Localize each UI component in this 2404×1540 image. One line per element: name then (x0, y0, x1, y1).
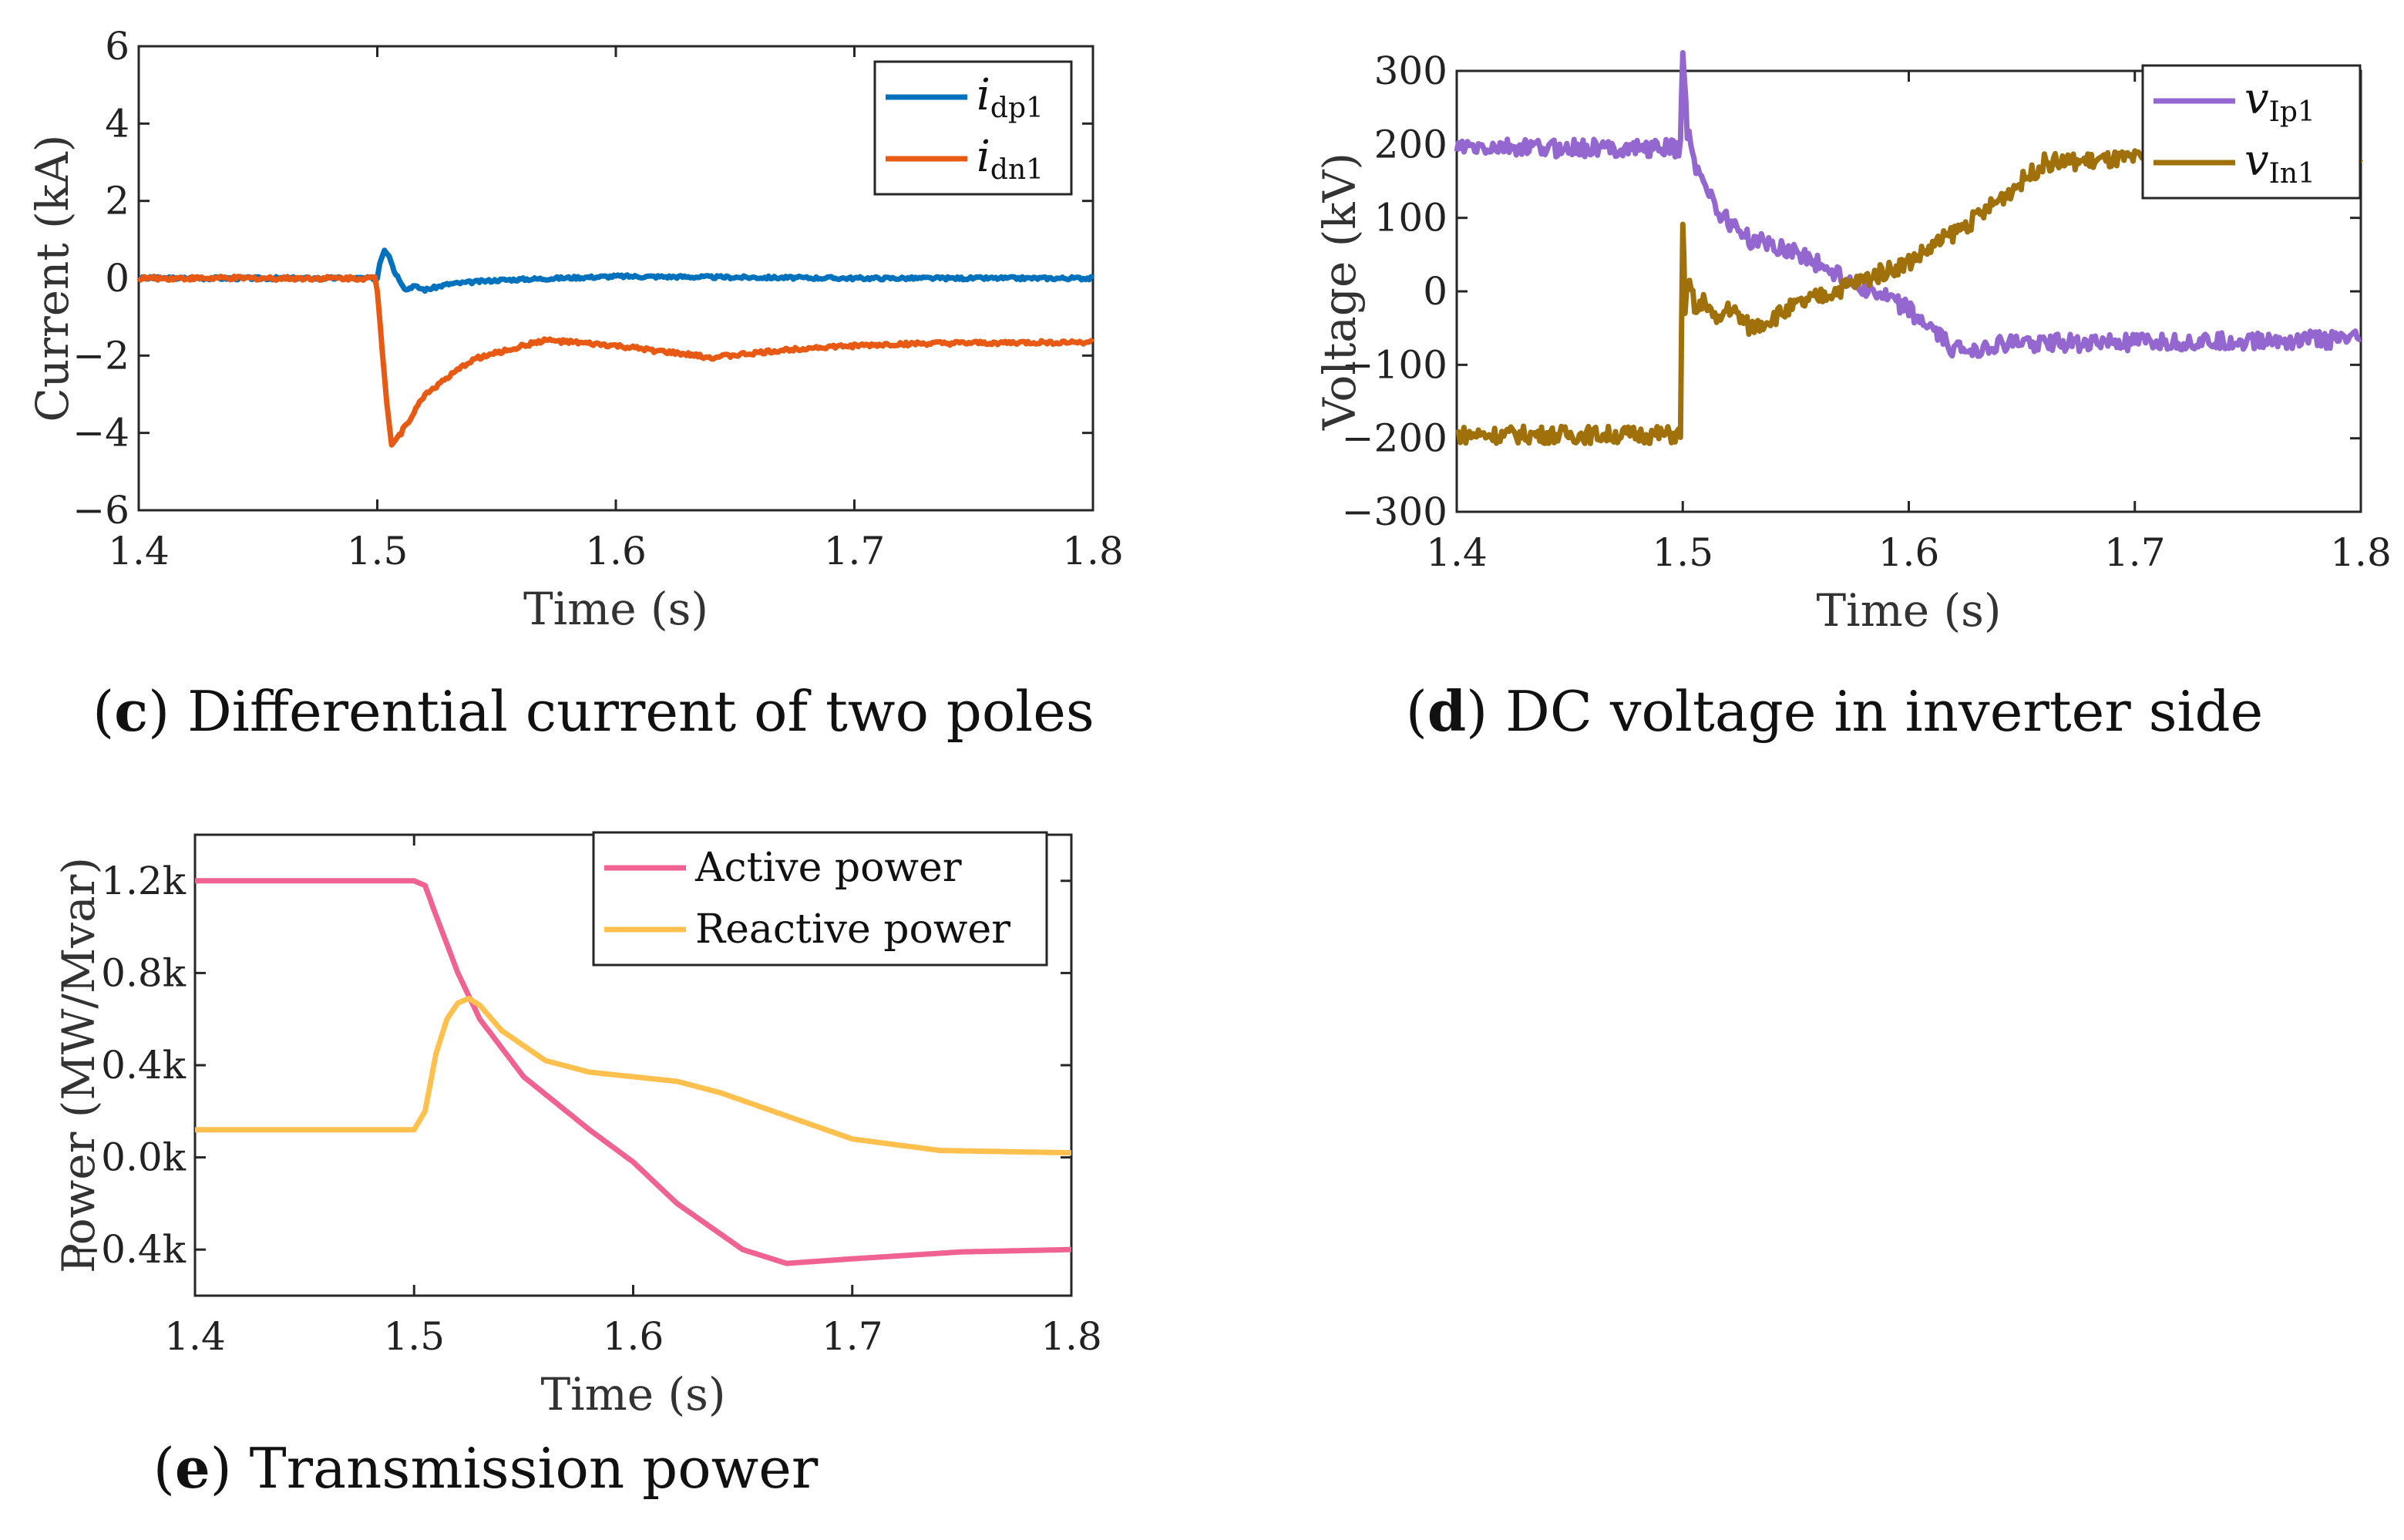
x-tick-label: 1.4 (164, 1314, 226, 1359)
y-tick-label: 0.8k (101, 950, 187, 995)
x-axis-label: Time (s) (540, 1368, 725, 1421)
legend-box (592, 831, 1048, 967)
y-tick-label: −6 (72, 488, 129, 533)
caption: (e) Transmission power (153, 1435, 819, 1501)
y-tick-label: 1.2k (101, 859, 187, 903)
y-tick-label: −0.4k (69, 1227, 186, 1272)
x-tick-label: 1.8 (1062, 529, 1124, 573)
y-tick-label: −4 (72, 411, 129, 456)
x-tick-label: 1.5 (383, 1314, 445, 1359)
legend-label: idn1 (977, 132, 1044, 186)
chart-e: 1.4 1.5 1.6 1.7 1.8 1.2k 0.8k 0.4k 0.0k −0.4k Time… (52, 831, 1102, 1501)
x-tick-label: 1.8 (2330, 530, 2392, 575)
y-tick-label: −200 (1342, 416, 1447, 461)
legend-label: Active power (694, 845, 962, 891)
x-tick-label: 1.6 (1878, 530, 1940, 575)
y-tick-label: 0.0k (101, 1135, 187, 1180)
y-tick-label: −300 (1342, 489, 1447, 534)
y-tick-label: 300 (1374, 49, 1447, 93)
x-tick-label: 1.7 (822, 1314, 883, 1359)
x-tick-label: 1.7 (2104, 530, 2166, 575)
series-line-v_ip1 (1454, 49, 2362, 359)
x-tick-label: 1.4 (108, 529, 170, 573)
legend: idp1 idn1 (873, 60, 1073, 196)
x-axis-label: Time (s) (1816, 584, 2001, 637)
y-tick-label: 200 (1374, 122, 1447, 166)
series-line-i_dp1 (138, 247, 1095, 294)
series-line-reactive-power (193, 995, 1073, 1156)
x-tick-label: 1.6 (603, 1314, 664, 1359)
legend-box (873, 60, 1073, 196)
chart-d: 1.4 1.5 1.6 1.7 1.8 300 200 100 0 −100 −200 −300 Tim… (1313, 49, 2392, 744)
x-tick-label: 1.5 (1652, 530, 1713, 575)
y-tick-label: 0 (105, 256, 129, 301)
caption: (c) Differential current of two poles (92, 678, 1094, 744)
y-tick-label: 0 (1423, 269, 1447, 314)
y-axis-label: Power (MW/Mvar) (52, 857, 105, 1273)
legend-label: vIn1 (2244, 136, 2315, 190)
y-axis-label: Current (kA) (26, 135, 79, 422)
y-tick-label: −2 (72, 333, 129, 378)
y-tick-label: 100 (1374, 196, 1447, 240)
legend: vIp1 vIn1 (2141, 64, 2362, 200)
series-line-active-power (193, 878, 1073, 1266)
y-tick-label: 0.4k (101, 1043, 187, 1088)
chart-c: 1.4 1.5 1.6 1.7 1.8 6 4 2 0 −2 −4 −6 Time (s) Current… (26, 24, 1124, 744)
y-tick-label: 6 (105, 24, 129, 69)
y-tick-label: 4 (105, 101, 129, 146)
legend-box (2141, 64, 2362, 200)
legend-label: idp1 (977, 70, 1044, 124)
y-tick-label: 2 (105, 179, 129, 224)
x-tick-label: 1.5 (347, 529, 409, 573)
x-tick-label: 1.6 (585, 529, 647, 573)
legend-label: Reactive power (695, 906, 1010, 953)
y-axis-label: Voltage (kV) (1313, 153, 1366, 431)
legend: Active power Reactive power (592, 831, 1048, 967)
x-tick-label: 1.7 (824, 529, 886, 573)
x-axis-label: Time (s) (523, 583, 708, 635)
y-tick-label: −100 (1342, 342, 1447, 387)
caption: (d) DC voltage in inverter side (1406, 678, 2264, 744)
x-tick-label: 1.4 (1426, 530, 1488, 575)
series-line-i_dn1 (136, 274, 1095, 448)
x-tick-label: 1.8 (1041, 1314, 1102, 1359)
legend-label: vIp1 (2244, 74, 2315, 128)
